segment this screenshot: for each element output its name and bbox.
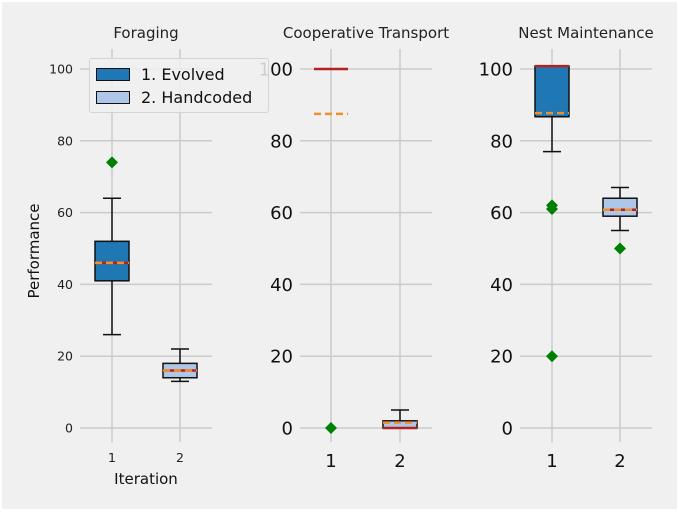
- y-tick-label: 40: [270, 275, 293, 296]
- y-tick-label: 80: [270, 131, 293, 152]
- box-2: [602, 186, 638, 255]
- y-tick-label: 40: [490, 275, 513, 296]
- iqr-box: [534, 65, 570, 118]
- y-tick-label: 100: [49, 62, 73, 77]
- y-tick-label: 60: [490, 203, 513, 224]
- y-tick-label: 20: [490, 347, 513, 368]
- x-axis-label: Iteration: [114, 470, 178, 488]
- x-tick-label: 2: [614, 451, 625, 472]
- panel-title: Nest Maintenance: [518, 24, 654, 42]
- y-tick-label: 60: [270, 203, 293, 224]
- legend-label: 1. Evolved: [141, 64, 225, 84]
- legend-swatch-handcoded: [96, 90, 130, 104]
- y-tick-label: 80: [57, 133, 73, 148]
- outlier-diamond: [546, 350, 558, 363]
- y-tick-label: 40: [57, 277, 73, 292]
- x-tick-label: 1: [108, 450, 116, 465]
- legend-label: 2. Handcoded: [141, 87, 253, 107]
- box-2: [382, 409, 418, 430]
- panel-nest-maintenance: Nest Maintenance 0 20 40 60 80 100 1 2: [479, 24, 654, 472]
- panel-title: Cooperative Transport: [283, 24, 449, 42]
- box-1: [534, 64, 570, 363]
- outlier-diamond: [106, 156, 118, 169]
- y-tick-label: 60: [57, 205, 73, 220]
- y-tick-label: 0: [502, 419, 513, 440]
- box-1: [314, 67, 348, 434]
- box-1: [94, 156, 130, 336]
- y-tick-label: 80: [490, 131, 513, 152]
- x-tick-label: 2: [394, 451, 405, 472]
- box-2: [162, 348, 198, 383]
- y-tick-label: 100: [479, 60, 513, 81]
- panel-title: Foraging: [113, 24, 178, 42]
- outlier-diamond: [325, 422, 337, 434]
- outlier-diamond: [614, 242, 626, 255]
- legend-item-handcoded: 2. Handcoded: [96, 87, 252, 107]
- x-tick-label: 2: [176, 450, 184, 465]
- legend: 1. Evolved 2. Handcoded: [89, 58, 269, 113]
- legend-swatch-evolved: [96, 67, 130, 81]
- outlier-diamond: [546, 203, 558, 216]
- iqr-box: [94, 240, 130, 282]
- y-tick-label: 0: [65, 421, 73, 436]
- y-tick-label: 20: [270, 347, 293, 368]
- y-tick-label: 20: [57, 349, 73, 364]
- legend-item-evolved: 1. Evolved: [96, 64, 225, 84]
- y-tick-label: 0: [282, 419, 293, 440]
- y-axis-label: Performance: [25, 203, 43, 298]
- x-tick-label: 1: [325, 451, 336, 472]
- iqr-box: [602, 197, 638, 217]
- x-tick-label: 1: [546, 451, 557, 472]
